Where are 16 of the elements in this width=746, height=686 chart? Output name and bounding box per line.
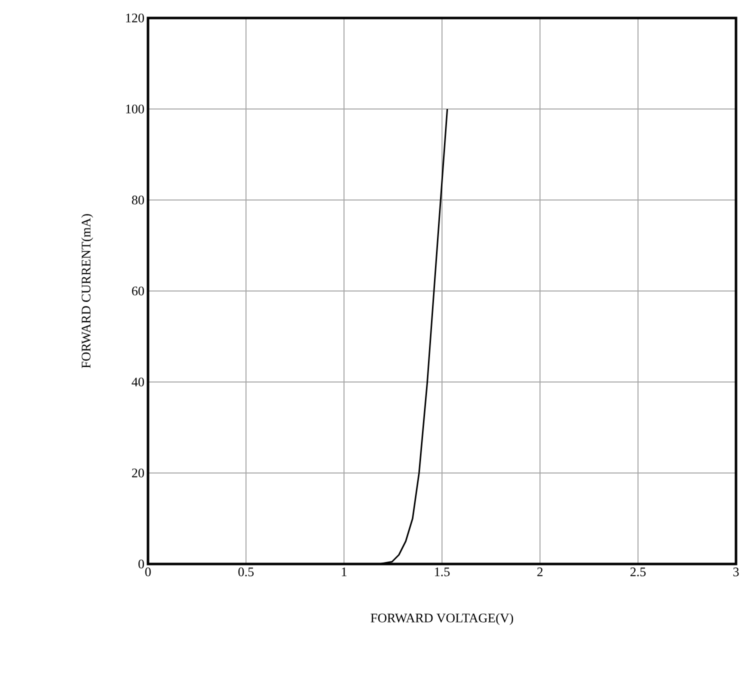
x-tick-label: 1.5	[435, 568, 450, 576]
y-axis-title: FORWARD CURRENT(mA)	[81, 214, 94, 368]
y-tick-label: 0	[138, 560, 144, 568]
x-tick-label: 0	[145, 568, 151, 576]
x-tick-label: 0.5	[238, 568, 254, 576]
x-tick-label: 2	[537, 568, 543, 576]
y-tick-label: 100	[126, 104, 144, 114]
y-tick-label: 40	[132, 378, 144, 386]
y-tick-label: 80	[132, 196, 144, 204]
x-axis-title: FORWARD VOLTAGE(V)	[370, 613, 514, 626]
y-tick-label: 20	[132, 468, 144, 478]
y-tick-label: 120	[126, 14, 144, 22]
x-tick-label: 3	[733, 568, 739, 576]
x-tick-label: 2.5	[630, 568, 646, 576]
x-tick-label: 1	[342, 568, 346, 576]
y-tick-label: 60	[132, 286, 144, 296]
